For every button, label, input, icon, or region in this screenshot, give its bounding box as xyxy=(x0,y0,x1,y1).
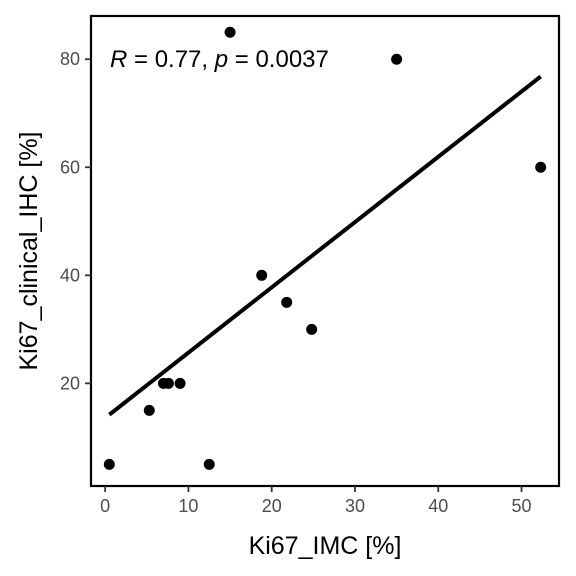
y-axis: 20 40 60 80 xyxy=(60,49,91,393)
data-point-4 xyxy=(162,377,174,389)
annotation-r-symbol: R xyxy=(110,46,127,73)
data-point-8 xyxy=(256,269,268,281)
x-axis: 0 10 20 30 40 50 xyxy=(100,486,532,516)
annotation-r-value: = 0.77, xyxy=(127,46,214,73)
x-tick-label: 20 xyxy=(262,496,282,516)
y-tick-label: 80 xyxy=(60,49,80,69)
data-point-7 xyxy=(224,26,236,38)
plot-background xyxy=(91,16,559,486)
y-tick-label: 20 xyxy=(60,373,80,393)
plot-border xyxy=(89,14,561,488)
x-tick-label: 50 xyxy=(512,496,532,516)
data-point-2 xyxy=(143,404,155,416)
data-point-6 xyxy=(203,458,215,470)
x-tick-label: 30 xyxy=(345,496,365,516)
x-tick-label: 40 xyxy=(428,496,448,516)
data-point-5 xyxy=(174,377,186,389)
annotation: R = 0.77, p = 0.0037 xyxy=(110,46,329,73)
x-tick-label: 0 xyxy=(100,496,110,516)
chart-marks xyxy=(103,26,547,470)
data-point-10 xyxy=(306,323,318,335)
y-axis-title: Ki67_clinical_IHC [%] xyxy=(15,132,43,371)
data-point-9 xyxy=(281,296,293,308)
regression-line xyxy=(108,74,542,417)
annotation-p-symbol: p xyxy=(214,46,228,73)
data-point-1 xyxy=(103,458,115,470)
y-tick-label: 60 xyxy=(60,157,80,177)
x-axis-title: Ki67_IMC [%] xyxy=(249,532,402,560)
annotation-p-value: = 0.0037 xyxy=(228,46,329,73)
x-tick-label: 10 xyxy=(178,496,198,516)
y-tick-label: 40 xyxy=(60,265,80,285)
data-point-11 xyxy=(391,53,403,65)
data-point-12 xyxy=(535,161,547,173)
